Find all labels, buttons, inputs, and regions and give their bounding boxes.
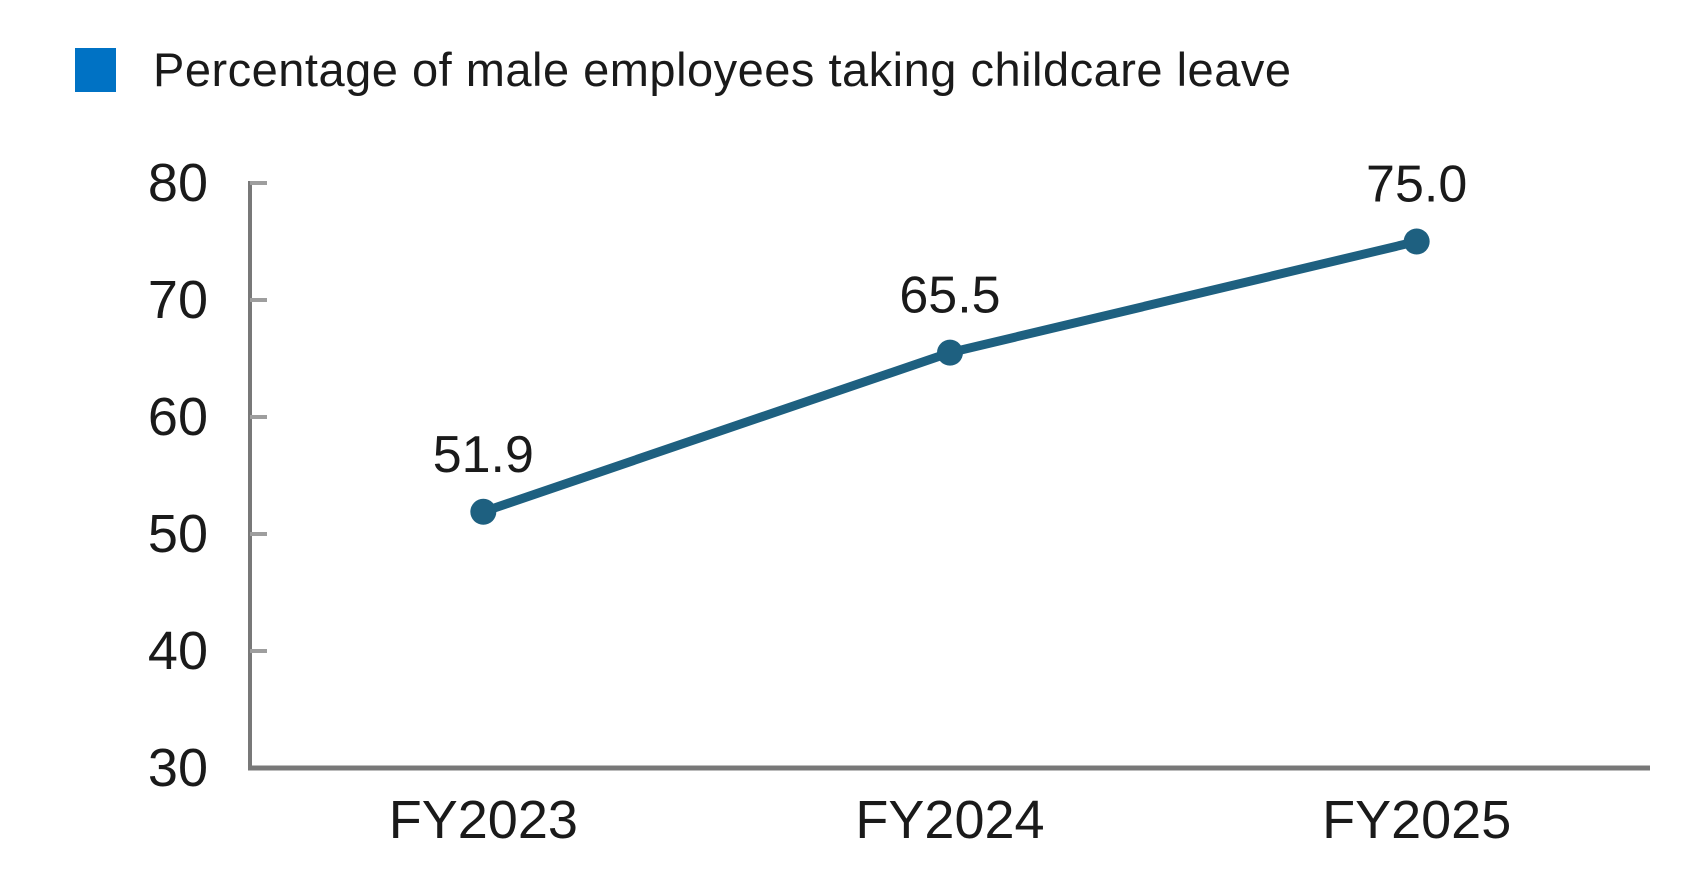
x-axis-tick-label: FY2024 <box>855 790 1044 850</box>
y-axis-tick-label: 50 <box>148 504 208 564</box>
y-axis-tick-label: 70 <box>148 270 208 330</box>
data-point-label: 65.5 <box>899 267 1000 325</box>
legend-marker-icon <box>75 47 116 92</box>
chart-legend: Percentage of male employees taking chil… <box>75 44 1291 96</box>
y-axis-tick-label: 30 <box>148 738 208 798</box>
data-point-marker <box>470 498 497 525</box>
data-point-marker <box>937 339 963 366</box>
x-axis-tick-label: FY2023 <box>389 790 578 850</box>
y-axis-tick-label: 80 <box>148 153 208 213</box>
x-axis-tick-label: FY2025 <box>1322 790 1511 850</box>
y-axis-tick-label: 40 <box>148 621 208 681</box>
data-point-label: 75.0 <box>1366 156 1467 214</box>
y-axis-tick-label: 60 <box>148 387 208 447</box>
legend-label: Percentage of male employees taking chil… <box>153 43 1292 96</box>
data-point-marker <box>1403 228 1430 255</box>
data-point-label: 51.9 <box>433 426 534 484</box>
